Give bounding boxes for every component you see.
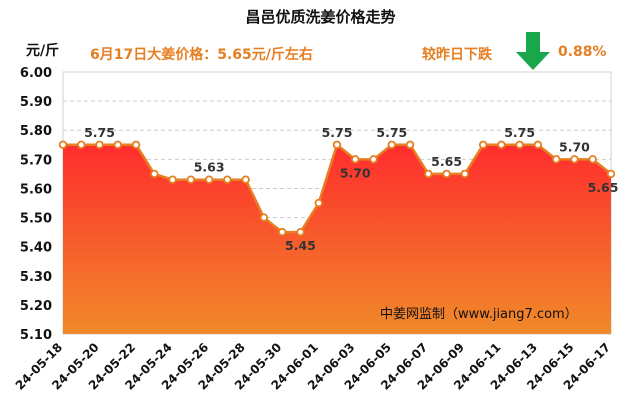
y-tick-label: 5.90 xyxy=(20,95,52,110)
y-axis-unit: 元/斤 xyxy=(26,43,60,59)
data-label: 5.70 xyxy=(340,165,371,180)
data-point xyxy=(552,155,561,164)
data-labels: 5.75 5.63 5.45 5.75 5.70 5.75 5.65 5.75 5.70 5.65 xyxy=(84,125,618,253)
down-arrow-icon xyxy=(516,32,550,70)
data-label: 5.65 xyxy=(588,180,619,195)
data-point xyxy=(570,155,579,164)
data-point xyxy=(460,169,470,179)
data-point xyxy=(131,140,141,149)
data-point xyxy=(259,213,269,222)
data-point xyxy=(387,140,396,149)
y-tick-label: 5.70 xyxy=(20,153,52,168)
y-tick-label: 6.00 xyxy=(20,66,52,81)
data-label: 5.75 xyxy=(322,125,353,140)
price-area xyxy=(63,144,611,334)
data-point xyxy=(515,140,524,149)
data-point xyxy=(369,155,378,164)
data-label: 5.70 xyxy=(559,139,590,154)
data-point xyxy=(606,169,616,179)
watermark: 中姜网监制（www.jiang7.com） xyxy=(380,307,578,322)
data-point xyxy=(113,140,122,149)
y-tick-label: 5.30 xyxy=(20,270,52,285)
y-tick-label: 5.50 xyxy=(20,212,52,227)
data-point xyxy=(150,169,159,179)
data-point xyxy=(478,140,488,149)
data-point xyxy=(168,175,177,184)
data-point xyxy=(95,140,104,149)
data-point xyxy=(296,227,305,237)
data-label: 5.63 xyxy=(194,160,225,175)
data-point xyxy=(332,140,342,149)
data-point xyxy=(223,175,232,184)
y-tick-label: 5.20 xyxy=(20,299,52,314)
data-point xyxy=(278,227,287,237)
data-point xyxy=(58,140,68,149)
data-label: 5.75 xyxy=(84,125,115,140)
data-point xyxy=(351,155,360,164)
change-label: 较昨日下跌 xyxy=(422,47,492,63)
data-point xyxy=(186,175,196,184)
data-point xyxy=(497,140,506,149)
data-points xyxy=(58,140,616,237)
data-point xyxy=(533,140,543,149)
y-tick-label: 5.80 xyxy=(20,124,52,139)
data-label: 5.75 xyxy=(504,125,535,140)
change-percent: 0.88% xyxy=(558,44,607,60)
data-point xyxy=(314,198,323,208)
chart-title: 昌邑优质洗姜价格走势 xyxy=(245,8,396,26)
data-point xyxy=(241,175,250,184)
data-point xyxy=(588,155,597,164)
y-tick-label: 5.10 xyxy=(20,328,52,343)
y-tick-label: 5.60 xyxy=(20,182,52,197)
data-point xyxy=(77,140,86,149)
data-point xyxy=(424,169,433,179)
data-label: 5.75 xyxy=(376,125,407,140)
x-axis-ticks: 24-05-1824-05-2024-05-2224-05-2424-05-26… xyxy=(13,340,613,392)
data-point xyxy=(442,169,451,179)
y-axis-ticks: 6.00 5.90 5.80 5.70 5.60 5.50 5.40 5.30 5.20 5.10 xyxy=(20,66,52,343)
y-tick-label: 5.40 xyxy=(20,241,52,256)
data-point xyxy=(405,140,415,149)
price-note: 6月17日大姜价格：5.65元/斤左右 xyxy=(90,47,313,63)
data-point xyxy=(204,175,214,184)
data-label: 5.65 xyxy=(431,154,462,169)
data-label: 5.45 xyxy=(285,238,316,253)
